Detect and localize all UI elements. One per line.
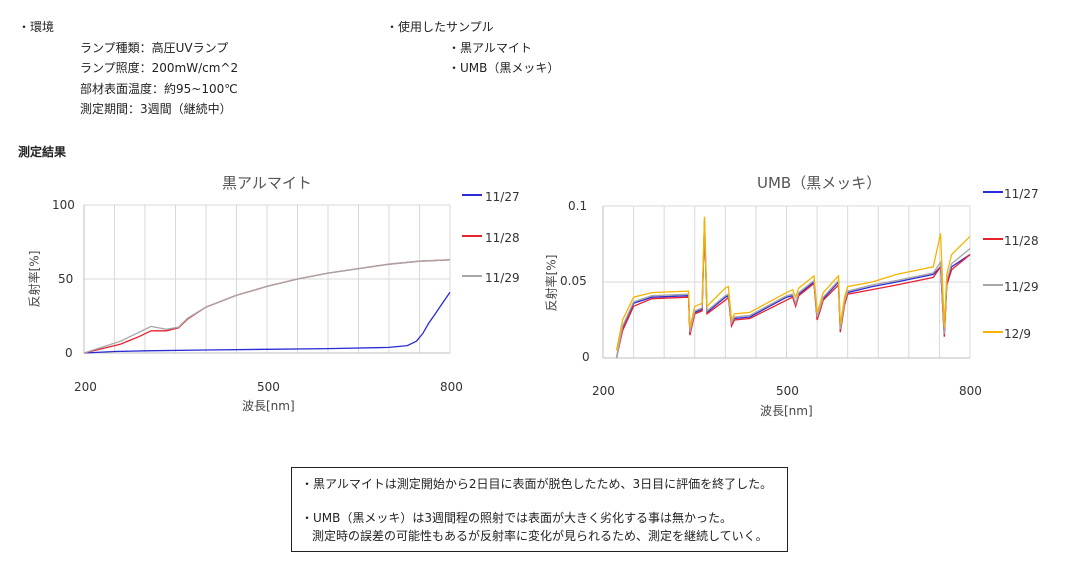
- note-line: ・黒アルマイトは測定開始から2日目に表面が脱色したため、3日目に評価を終了した。: [301, 477, 773, 491]
- sample-heading: ・使用したサンプル: [386, 20, 494, 34]
- chart2-legend-label: 12/9: [1004, 327, 1031, 341]
- chart1-series-line: [83, 259, 451, 354]
- chart2-ytick: 0: [582, 350, 590, 364]
- notes-box: ・黒アルマイトは測定開始から2日目に表面が脱色したため、3日目に評価を終了した。…: [291, 467, 788, 552]
- chart2-series-line: [615, 216, 971, 351]
- chart2-xlabel: 波長[nm]: [760, 404, 813, 418]
- chart2-legend-label: 11/29: [1004, 280, 1039, 294]
- sample-item: ・UMB（黒メッキ）: [448, 61, 560, 75]
- chart1-ytick: 50: [58, 272, 74, 286]
- chart2-series-line: [615, 224, 971, 359]
- chart1-xtick: 200: [74, 380, 97, 394]
- chart1-legend-label: 11/28: [485, 231, 520, 245]
- env-heading: ・環境: [18, 20, 55, 34]
- chart2-legend-label: 11/28: [1004, 234, 1039, 248]
- chart1-legend-label: 11/27: [485, 190, 520, 204]
- chart2-ytick: 0.1: [568, 199, 588, 213]
- note-line: ・UMB（黒メッキ）は3週間程の照射では表面が大きく劣化する事は無かった。: [301, 511, 733, 525]
- chart2-xtick: 200: [592, 384, 615, 398]
- chart1-title: 黒アルマイト: [222, 174, 312, 192]
- chart2-legend-label: 11/27: [1004, 187, 1039, 201]
- chart1-legend-label: 11/29: [485, 271, 520, 285]
- env-item: ランプ種類：高圧UVランプ: [80, 41, 229, 55]
- chart2-xtick: 500: [776, 384, 799, 398]
- chart2-series-line: [615, 218, 971, 359]
- chart1-ytick: 100: [52, 198, 75, 212]
- chart1-xtick: 500: [257, 380, 280, 394]
- note-line: 測定時の誤差の可能性もあるが反射率に変化が見られるため、測定を継続していく。: [312, 529, 768, 543]
- chart2-xtick: 800: [959, 384, 982, 398]
- env-item: 測定期間：3週間（継続中）: [80, 102, 232, 116]
- chart1-xlabel: 波長[nm]: [242, 399, 295, 413]
- chart1-series-line: [83, 291, 451, 354]
- chart2-ytick: 0.05: [560, 274, 587, 288]
- env-item: ランプ照度：200mW/cm^2: [80, 61, 239, 75]
- results-label: 測定結果: [18, 145, 67, 159]
- chart1-ytick: 0: [65, 346, 73, 360]
- chart2-title: UMB（黒メッキ）: [757, 174, 882, 192]
- sample-item: ・黒アルマイト: [448, 41, 532, 55]
- env-item: 部材表面温度：約95~100℃: [80, 82, 238, 96]
- chart1-xtick: 800: [440, 380, 463, 394]
